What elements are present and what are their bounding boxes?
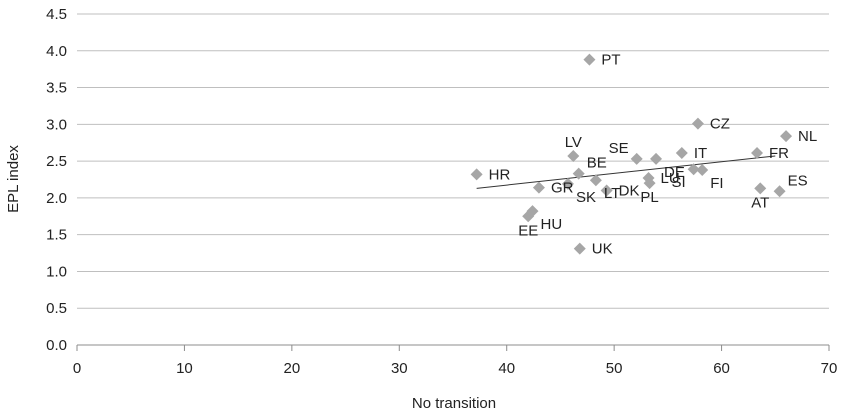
point-label-ee: EE [518, 222, 538, 239]
x-tick-label: 60 [713, 360, 730, 377]
data-point-cz [691, 117, 704, 130]
y-tick-label: 2.0 [46, 190, 67, 207]
data-point-gr [532, 181, 545, 194]
data-point-nl [780, 130, 793, 143]
point-label-si: SI [671, 174, 685, 191]
point-label-pt: PT [601, 52, 620, 69]
point-label-cz: CZ [710, 116, 730, 133]
x-tick-labels: 0 10 20 30 40 50 60 70 [73, 360, 838, 377]
y-axis-title: EPL index [5, 145, 22, 213]
gridlines [77, 13, 829, 309]
point-label-fr: FR [769, 145, 789, 162]
y-tick-label: 1.5 [46, 227, 67, 244]
x-tick-label: 0 [73, 360, 81, 377]
data-point-se [630, 152, 643, 165]
data-point-at [754, 182, 767, 195]
data-point-fi [696, 163, 709, 176]
x-tick-label: 40 [498, 360, 515, 377]
x-tick-label: 30 [391, 360, 408, 377]
x-tick-label: 20 [284, 360, 301, 377]
point-label-se: SE [609, 140, 629, 157]
y-tick-label: 0.0 [46, 337, 67, 354]
point-label-at: AT [751, 194, 769, 211]
data-point-lv [567, 149, 580, 162]
data-point-lt [589, 174, 602, 187]
point-label-hr: HR [489, 166, 511, 183]
data-point-hr [470, 168, 483, 181]
trendline [476, 155, 776, 189]
point-label-uk: UK [592, 241, 613, 258]
point-label-lv: LV [565, 134, 582, 151]
point-label-it: IT [694, 145, 707, 162]
y-tick-label: 4.5 [46, 6, 67, 23]
point-label-sk: SK [576, 189, 596, 206]
point-label-de: DE [664, 164, 685, 181]
y-tick-label: 3.0 [46, 116, 67, 133]
point-label-be: BE [587, 155, 607, 172]
x-axis-title: No transition [412, 395, 496, 412]
point-label-lt: LT [604, 185, 620, 202]
data-point-si [687, 163, 700, 176]
data-point-uk [573, 242, 586, 255]
data-point-pl [643, 177, 656, 190]
data-point-dk [600, 184, 613, 197]
point-label-fi: FI [710, 175, 723, 192]
data-points [470, 53, 793, 255]
point-label-es: ES [788, 172, 808, 189]
point-label-hu: HU [540, 216, 562, 233]
y-tick-label: 3.5 [46, 80, 67, 97]
y-tick-label: 0.5 [46, 300, 67, 317]
y-tick-label: 2.5 [46, 153, 67, 170]
data-point-es [773, 185, 786, 198]
point-label-lu: LU [661, 170, 680, 187]
x-tick-label: 10 [176, 360, 193, 377]
trendline-group [476, 155, 776, 189]
data-point-it [675, 147, 688, 160]
point-label-pl: PL [640, 189, 658, 206]
x-tick-label: 70 [821, 360, 838, 377]
point-label-dk: DK [619, 183, 640, 200]
data-point-fr [751, 147, 764, 160]
axes [76, 344, 830, 351]
point-label-gr: GR [551, 180, 574, 197]
y-tick-label: 1.0 [46, 263, 67, 280]
x-tick-label: 50 [606, 360, 623, 377]
data-point-sk [561, 177, 574, 190]
data-point-ee [522, 210, 535, 223]
point-label-nl: NL [798, 128, 817, 145]
y-tick-label: 4.0 [46, 43, 67, 60]
data-point-pt [583, 53, 596, 66]
data-point-be [572, 167, 585, 180]
y-tick-labels: 0.0 0.5 1.0 1.5 2.0 2.5 3.0 3.5 4.0 4.5 [46, 6, 67, 354]
data-point-de [650, 152, 663, 165]
